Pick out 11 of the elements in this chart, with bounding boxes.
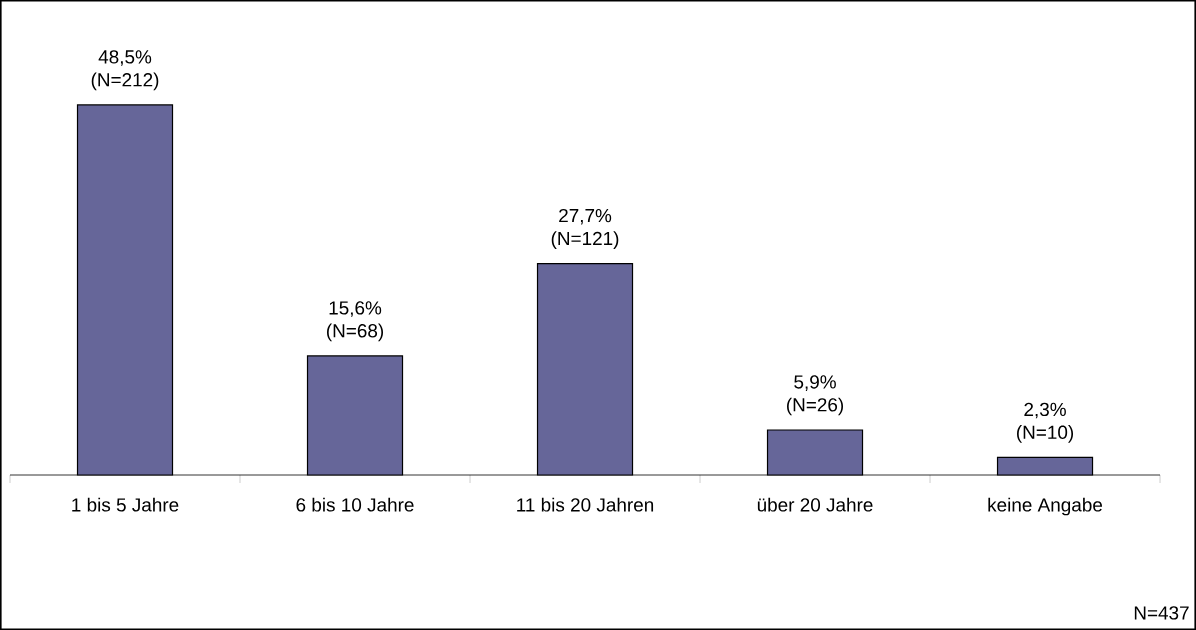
x-tick-label: über 20 Jahre: [757, 497, 873, 512]
data-label: 15,6% (N=68): [327, 301, 384, 342]
x-tick-label: keine Angabe: [988, 497, 1103, 516]
x-tick-label: 11 bis 20 Jahren: [517, 497, 654, 512]
data-label: 27,7% (N=121): [551, 208, 619, 249]
text: N=437: [1134, 606, 1189, 620]
x-tick-label: 1 bis 5 Jahre: [72, 497, 179, 512]
data-label: 2,3% (N=10): [1017, 402, 1074, 443]
x-tick-label: 6 bis 10 Jahre: [296, 497, 414, 512]
data-label: 5,9% (N=26): [787, 375, 844, 416]
data-label: 48,5% (N=212): [91, 50, 159, 91]
